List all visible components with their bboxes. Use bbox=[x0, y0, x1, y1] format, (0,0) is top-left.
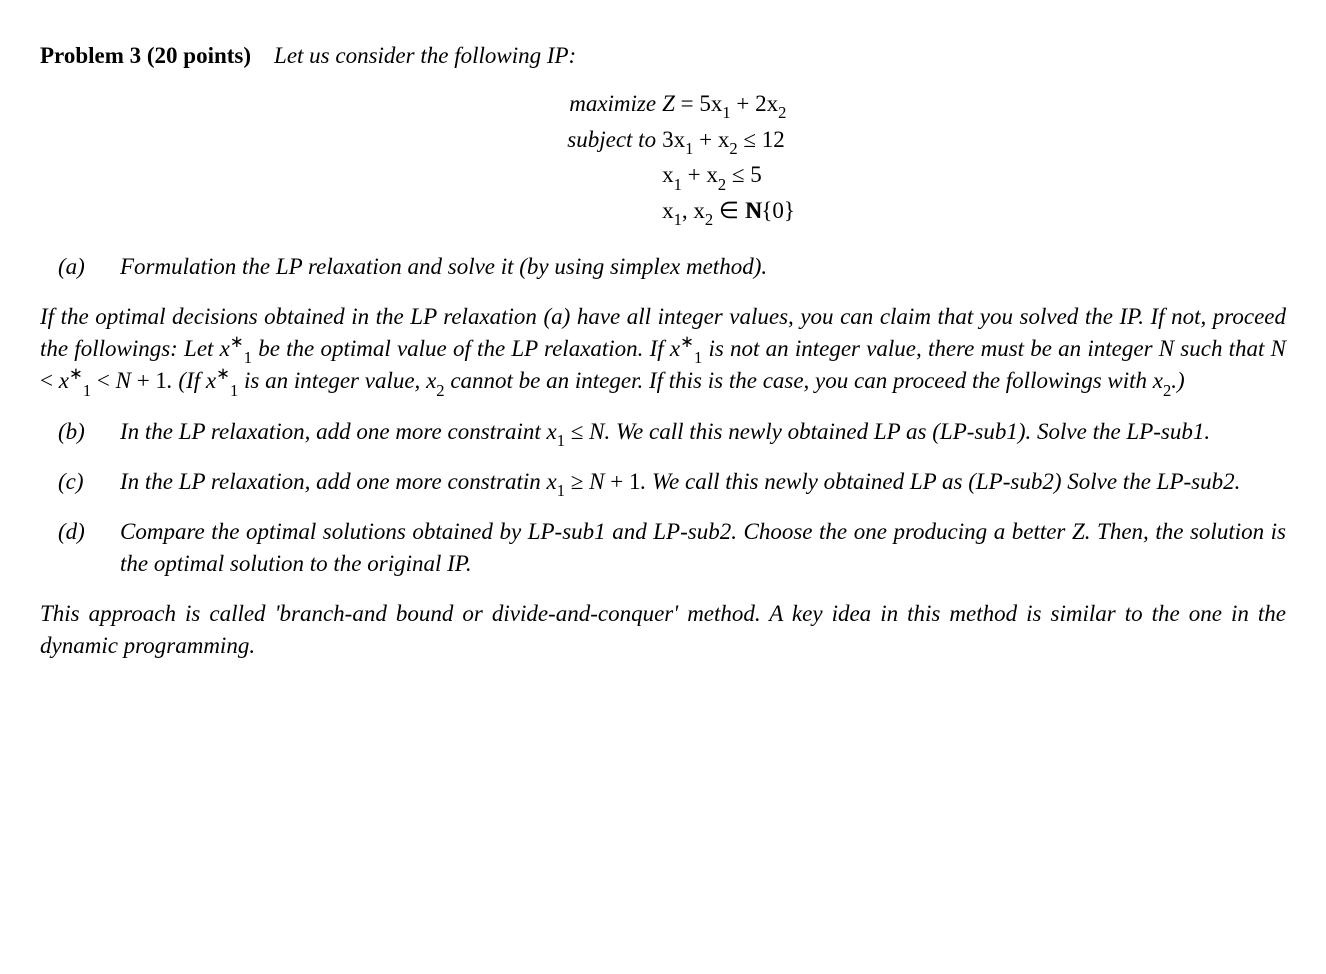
part-b-label: (b) bbox=[40, 416, 120, 448]
branching-explanation: If the optimal decisions obtained in the… bbox=[40, 301, 1286, 398]
part-d-label: (d) bbox=[40, 516, 120, 580]
part-a-label: (a) bbox=[40, 251, 120, 283]
part-list: (a) Formulation the LP relaxation and so… bbox=[40, 251, 1286, 283]
part-a-body: Formulation the LP relaxation and solve … bbox=[120, 251, 1286, 283]
part-b-body: In the LP relaxation, add one more const… bbox=[120, 416, 1286, 448]
objective-row: maximize Z = 5x1 + 2x2 bbox=[531, 86, 795, 122]
part-d-body: Compare the optimal solutions obtained b… bbox=[120, 516, 1286, 580]
constraint-1-row: subject to 3x1 + x2 ≤ 12 bbox=[531, 122, 795, 158]
part-c: (c) In the LP relaxation, add one more c… bbox=[40, 466, 1286, 498]
problem-header: Problem 3 (20 points) Let us consider th… bbox=[40, 40, 1286, 72]
closing-remark: This approach is called 'branch-and boun… bbox=[40, 598, 1286, 662]
problem-intro: Let us consider the following IP: bbox=[274, 43, 576, 68]
part-list-2: (b) In the LP relaxation, add one more c… bbox=[40, 416, 1286, 581]
ip-formulation: maximize Z = 5x1 + 2x2 subject to 3x1 + … bbox=[40, 86, 1286, 229]
part-c-label: (c) bbox=[40, 466, 120, 498]
domain-row: x1, x2 ∈ N{0} bbox=[531, 193, 795, 229]
part-a: (a) Formulation the LP relaxation and so… bbox=[40, 251, 1286, 283]
part-d: (d) Compare the optimal solutions obtain… bbox=[40, 516, 1286, 580]
constraint-2-row: x1 + x2 ≤ 5 bbox=[531, 157, 795, 193]
problem-label: Problem 3 (20 points) bbox=[40, 43, 251, 68]
part-c-body: In the LP relaxation, add one more const… bbox=[120, 466, 1286, 498]
part-b: (b) In the LP relaxation, add one more c… bbox=[40, 416, 1286, 448]
